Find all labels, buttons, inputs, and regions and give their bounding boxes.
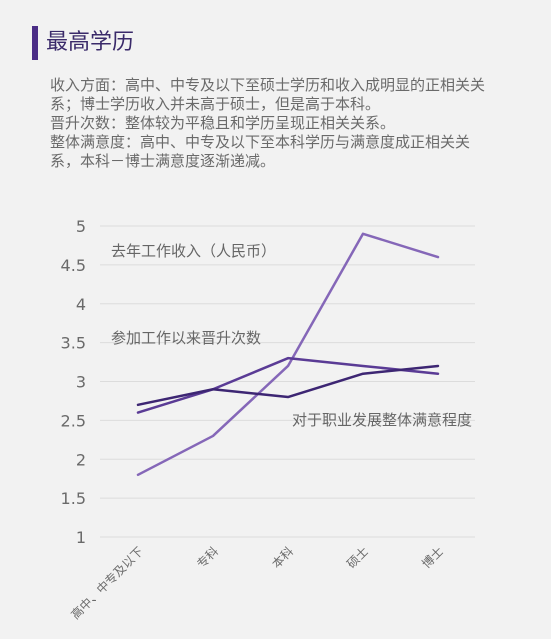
y-tick-label: 3.5 bbox=[61, 334, 86, 353]
page-title: 最高学历 bbox=[46, 30, 135, 55]
x-tick-label: 专科 bbox=[194, 544, 222, 572]
x-axis-ticks: 高中、中专及以下 专科 本科 硕士 博士 bbox=[68, 544, 446, 622]
series-line-0 bbox=[136, 232, 440, 477]
grid-lines bbox=[100, 225, 475, 538]
series-lines bbox=[136, 232, 440, 477]
y-tick-label: 4.5 bbox=[61, 256, 86, 275]
series-label-0: 去年工作收入（人民币） bbox=[111, 242, 276, 260]
description-promotion: 晋升次数：整体较为平稳且和学历呈现正相关关系。 bbox=[50, 114, 396, 132]
y-tick-label: 1.5 bbox=[61, 489, 86, 508]
y-axis-ticks: 1 1.5 2 2.5 3 3.5 4 4.5 5 bbox=[61, 217, 86, 547]
title-accent-bar bbox=[32, 26, 38, 60]
series-label-1: 参加工作以来晋升次数 bbox=[111, 329, 261, 347]
series-line-2 bbox=[136, 364, 440, 407]
y-tick-label: 5 bbox=[76, 217, 86, 236]
x-tick-label: 高中、中专及以下 bbox=[68, 544, 146, 622]
y-tick-label: 2 bbox=[76, 450, 86, 469]
series-line-1 bbox=[136, 356, 440, 414]
description-satisfaction: 整体满意度：高中、中专及以下至本科学历与满意度成正相关关系，本科－博士满意度逐渐… bbox=[50, 133, 471, 170]
y-tick-label: 2.5 bbox=[61, 411, 86, 430]
description-income: 收入方面：高中、中专及以下至硕士学历和收入成明显的正相关关系；博士学历收入并未高… bbox=[50, 76, 486, 113]
y-tick-label: 4 bbox=[76, 295, 86, 314]
description: 收入方面：高中、中专及以下至硕士学历和收入成明显的正相关关系；博士学历收入并未高… bbox=[50, 76, 490, 171]
y-tick-label: 3 bbox=[76, 373, 86, 392]
series-label-2: 对于职业发展整体满意程度 bbox=[292, 411, 472, 429]
x-tick-label: 本科 bbox=[269, 544, 296, 571]
x-tick-label: 硕士 bbox=[344, 544, 371, 571]
y-tick-label: 1 bbox=[76, 528, 86, 547]
x-tick-label: 博士 bbox=[419, 544, 447, 572]
